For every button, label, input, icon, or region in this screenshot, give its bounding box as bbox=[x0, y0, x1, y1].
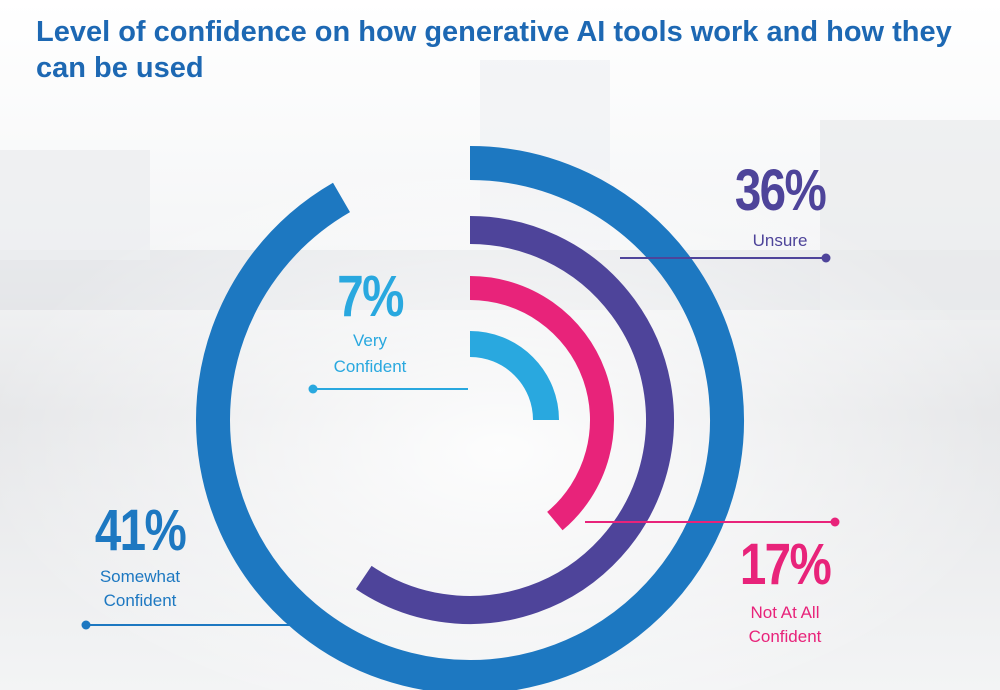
unsure-category-label: Unsure bbox=[752, 231, 808, 250]
not-at-all-confident-percent-label: 17% bbox=[739, 532, 832, 597]
somewhat-confident-category-line2: Confident bbox=[103, 591, 177, 610]
unsure-percent-label: 36% bbox=[734, 158, 827, 223]
arc-somewhat-confident bbox=[196, 146, 744, 690]
very-confident-percent-label: 7% bbox=[337, 264, 404, 329]
not-at-all-confident-category-line2: Confident bbox=[748, 627, 822, 646]
chart-title: Level of confidence on how generative AI… bbox=[36, 16, 952, 84]
very-confident-leader-dot bbox=[308, 384, 318, 394]
somewhat-confident-percent-label: 41% bbox=[94, 498, 187, 563]
arc-not-at-all-confident bbox=[469, 276, 614, 531]
not-at-all-confident-leader-dot bbox=[830, 517, 840, 527]
not-at-all-confident-category-line1: Not At All bbox=[750, 603, 820, 622]
somewhat-confident-leader-dot bbox=[81, 620, 91, 630]
arc-very-confident bbox=[469, 331, 559, 421]
very-confident-category-line2: Confident bbox=[333, 357, 407, 376]
somewhat-confident-category-line1: Somewhat bbox=[99, 567, 181, 586]
unsure-leader-dot bbox=[821, 253, 831, 263]
arc-unsure bbox=[355, 216, 674, 624]
very-confident-category-line1: Very bbox=[352, 331, 388, 350]
